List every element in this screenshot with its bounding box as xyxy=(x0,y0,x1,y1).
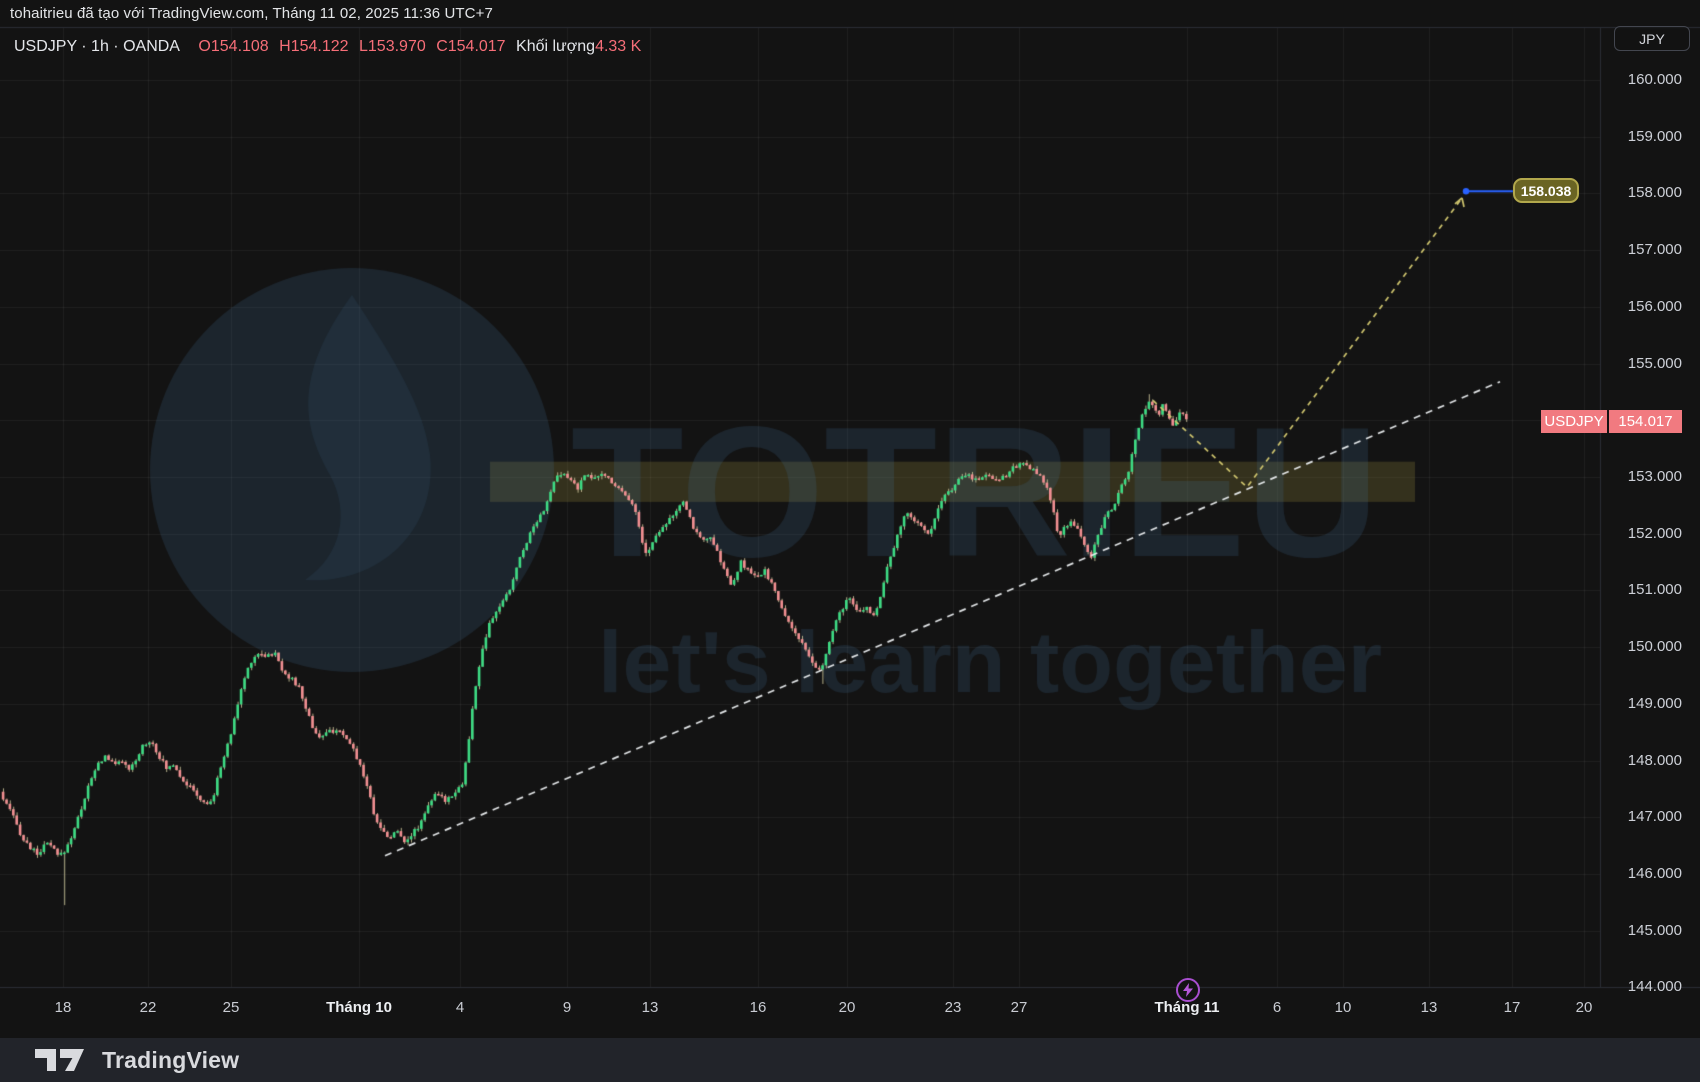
price-tick-label: 151.000 xyxy=(1627,581,1682,599)
time-tick-label: 22 xyxy=(139,999,157,1016)
event-lightning-icon[interactable] xyxy=(1176,978,1200,1002)
last-price-flag[interactable]: USDJPY 154.017 xyxy=(1541,410,1682,433)
lightning-bolt-icon xyxy=(1183,983,1193,997)
ohlc-open: O154.108 xyxy=(198,38,269,55)
time-tick-label: 27 xyxy=(1010,999,1028,1016)
time-tick-label: 25 xyxy=(222,999,240,1016)
time-tick-label: 20 xyxy=(1575,999,1593,1016)
symbol-title[interactable]: USDJPY · 1h · OANDA xyxy=(14,38,180,55)
footer-bar: TradingView xyxy=(0,1038,1700,1082)
attribution-text: tohaitrieu đã tạo với TradingView.com, T… xyxy=(10,5,493,22)
time-tick-label: 4 xyxy=(455,999,465,1016)
price-tick-label: 158.000 xyxy=(1627,184,1682,202)
price-tick-label: 150.000 xyxy=(1627,638,1682,656)
time-tick-label: Tháng 10 xyxy=(326,999,392,1016)
volume-value: 4.33 K xyxy=(595,38,642,55)
ohlc-close: C154.017 xyxy=(436,38,506,55)
price-tick-label: 147.000 xyxy=(1627,808,1682,826)
time-tick-label: 13 xyxy=(1420,999,1438,1016)
price-tick-label: 148.000 xyxy=(1627,751,1682,769)
time-tick-label: Tháng 11 xyxy=(1154,999,1220,1016)
last-price-flag-symbol: USDJPY xyxy=(1541,410,1607,433)
volume-label: Khối lượng xyxy=(516,38,596,55)
price-tick-label: 153.000 xyxy=(1627,467,1682,485)
price-tick-label: 155.000 xyxy=(1627,354,1682,372)
currency-unit-button[interactable]: JPY xyxy=(1614,26,1690,51)
tradingview-logo-icon[interactable] xyxy=(34,1045,88,1075)
time-tick-label: 13 xyxy=(641,999,659,1016)
last-price-flag-value: 154.017 xyxy=(1609,410,1682,433)
ohlc-high: H154.122 xyxy=(279,38,349,55)
time-tick-label: 23 xyxy=(944,999,962,1016)
time-tick-label: 18 xyxy=(54,999,72,1016)
price-tick-label: 152.000 xyxy=(1627,524,1682,542)
time-tick-label: 10 xyxy=(1334,999,1352,1016)
time-tick-label: 6 xyxy=(1272,999,1282,1016)
price-tick-label: 145.000 xyxy=(1627,921,1682,939)
symbol-legend[interactable]: USDJPY · 1h · OANDA O154.108 H154.122 L1… xyxy=(14,38,647,56)
ohlc-low: L153.970 xyxy=(359,38,426,55)
tradingview-brand-text[interactable]: TradingView xyxy=(102,1046,240,1073)
time-tick-label: 20 xyxy=(838,999,856,1016)
price-tick-label: 156.000 xyxy=(1627,297,1682,315)
target-price-label[interactable]: 158.038 xyxy=(1513,178,1579,203)
price-axis[interactable]: 160.000 159.000 158.000 157.000 156.000 155.0… xyxy=(1600,27,1700,995)
price-tick-label: 149.000 xyxy=(1627,694,1682,712)
time-tick-label: 17 xyxy=(1503,999,1521,1016)
price-tick-label: 159.000 xyxy=(1627,127,1682,145)
price-tick-label: 144.000 xyxy=(1627,978,1682,996)
time-tick-label: 16 xyxy=(749,999,767,1016)
price-tick-label: 160.000 xyxy=(1627,71,1682,88)
price-tick-label: 146.000 xyxy=(1627,864,1682,882)
time-axis[interactable]: 18 22 25 Tháng 10 4 9 13 16 20 23 27 Tháng 11 6 10 13 1… xyxy=(0,987,1700,1038)
price-tick-label: 157.000 xyxy=(1627,241,1682,259)
time-tick-label: 9 xyxy=(562,999,572,1016)
